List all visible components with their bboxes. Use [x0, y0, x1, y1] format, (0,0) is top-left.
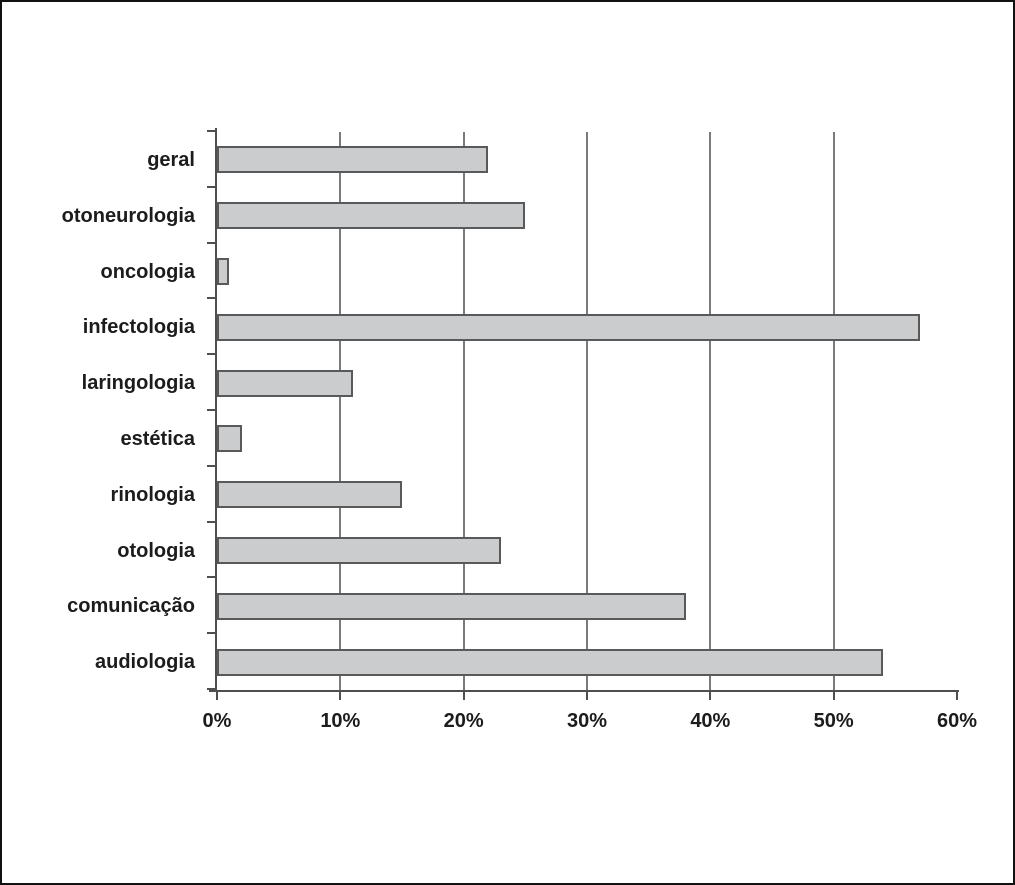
category-label-geral: geral	[147, 148, 195, 171]
x-axis-tick	[832, 690, 835, 700]
x-axis-tick	[216, 690, 218, 700]
gridline-20pct	[462, 132, 465, 690]
bar-comunicação	[217, 592, 686, 620]
category-label-estética: estética	[120, 427, 196, 450]
y-axis-tick	[207, 241, 216, 244]
y-axis-line	[215, 128, 217, 692]
bar-infectologia	[217, 313, 920, 341]
category-label-otoneurologia: otoneurologia	[61, 204, 195, 227]
category-label-laringologia: laringologia	[81, 372, 195, 395]
bar-otologia	[217, 537, 501, 564]
y-axis-tick	[207, 185, 216, 188]
x-axis-tick	[586, 690, 588, 700]
x-tick-label-10pct: 10%	[320, 710, 361, 732]
x-axis-tick	[462, 690, 465, 700]
x-tick-label-60pct: 60%	[936, 710, 978, 732]
bar-geral	[217, 146, 489, 174]
category-label-comunicação: comunicação	[67, 595, 195, 618]
x-tick-label-40pct: 40%	[690, 710, 731, 732]
y-axis-tick	[207, 632, 216, 635]
x-axis-line	[209, 690, 959, 692]
category-label-infectologia: infectologia	[82, 316, 195, 339]
y-axis-tick	[207, 130, 216, 132]
gridline-30pct	[586, 132, 588, 690]
bar-otoneurologia	[217, 202, 526, 230]
x-tick-label-20pct: 20%	[443, 710, 484, 732]
y-axis-tick	[207, 688, 216, 690]
bar-audiologia	[217, 648, 883, 676]
x-axis-tick	[956, 690, 958, 700]
x-tick-label-50pct: 50%	[813, 710, 854, 732]
y-axis-tick	[207, 297, 216, 300]
category-label-otologia: otologia	[117, 539, 195, 562]
y-axis-tick	[207, 409, 216, 411]
gridline-40pct	[709, 132, 712, 690]
bar-laringologia	[217, 369, 353, 397]
y-axis-tick	[207, 576, 216, 579]
category-label-audiologia: audiologia	[95, 651, 195, 674]
category-label-oncologia: oncologia	[100, 260, 195, 283]
y-axis-tick	[207, 353, 216, 356]
x-axis-tick	[339, 690, 342, 700]
x-axis-tick	[709, 690, 712, 700]
category-label-rinologia: rinologia	[110, 483, 195, 506]
bar-rinologia	[217, 481, 402, 509]
y-axis-tick	[207, 464, 216, 467]
x-tick-label-30pct: 30%	[566, 710, 608, 732]
gridline-50pct	[832, 132, 835, 690]
gridline-10pct	[339, 132, 342, 690]
x-tick-label-0pct: 0%	[202, 710, 232, 732]
bar-oncologia	[217, 258, 230, 285]
y-axis-tick	[207, 520, 216, 523]
bar-estética	[217, 425, 242, 453]
